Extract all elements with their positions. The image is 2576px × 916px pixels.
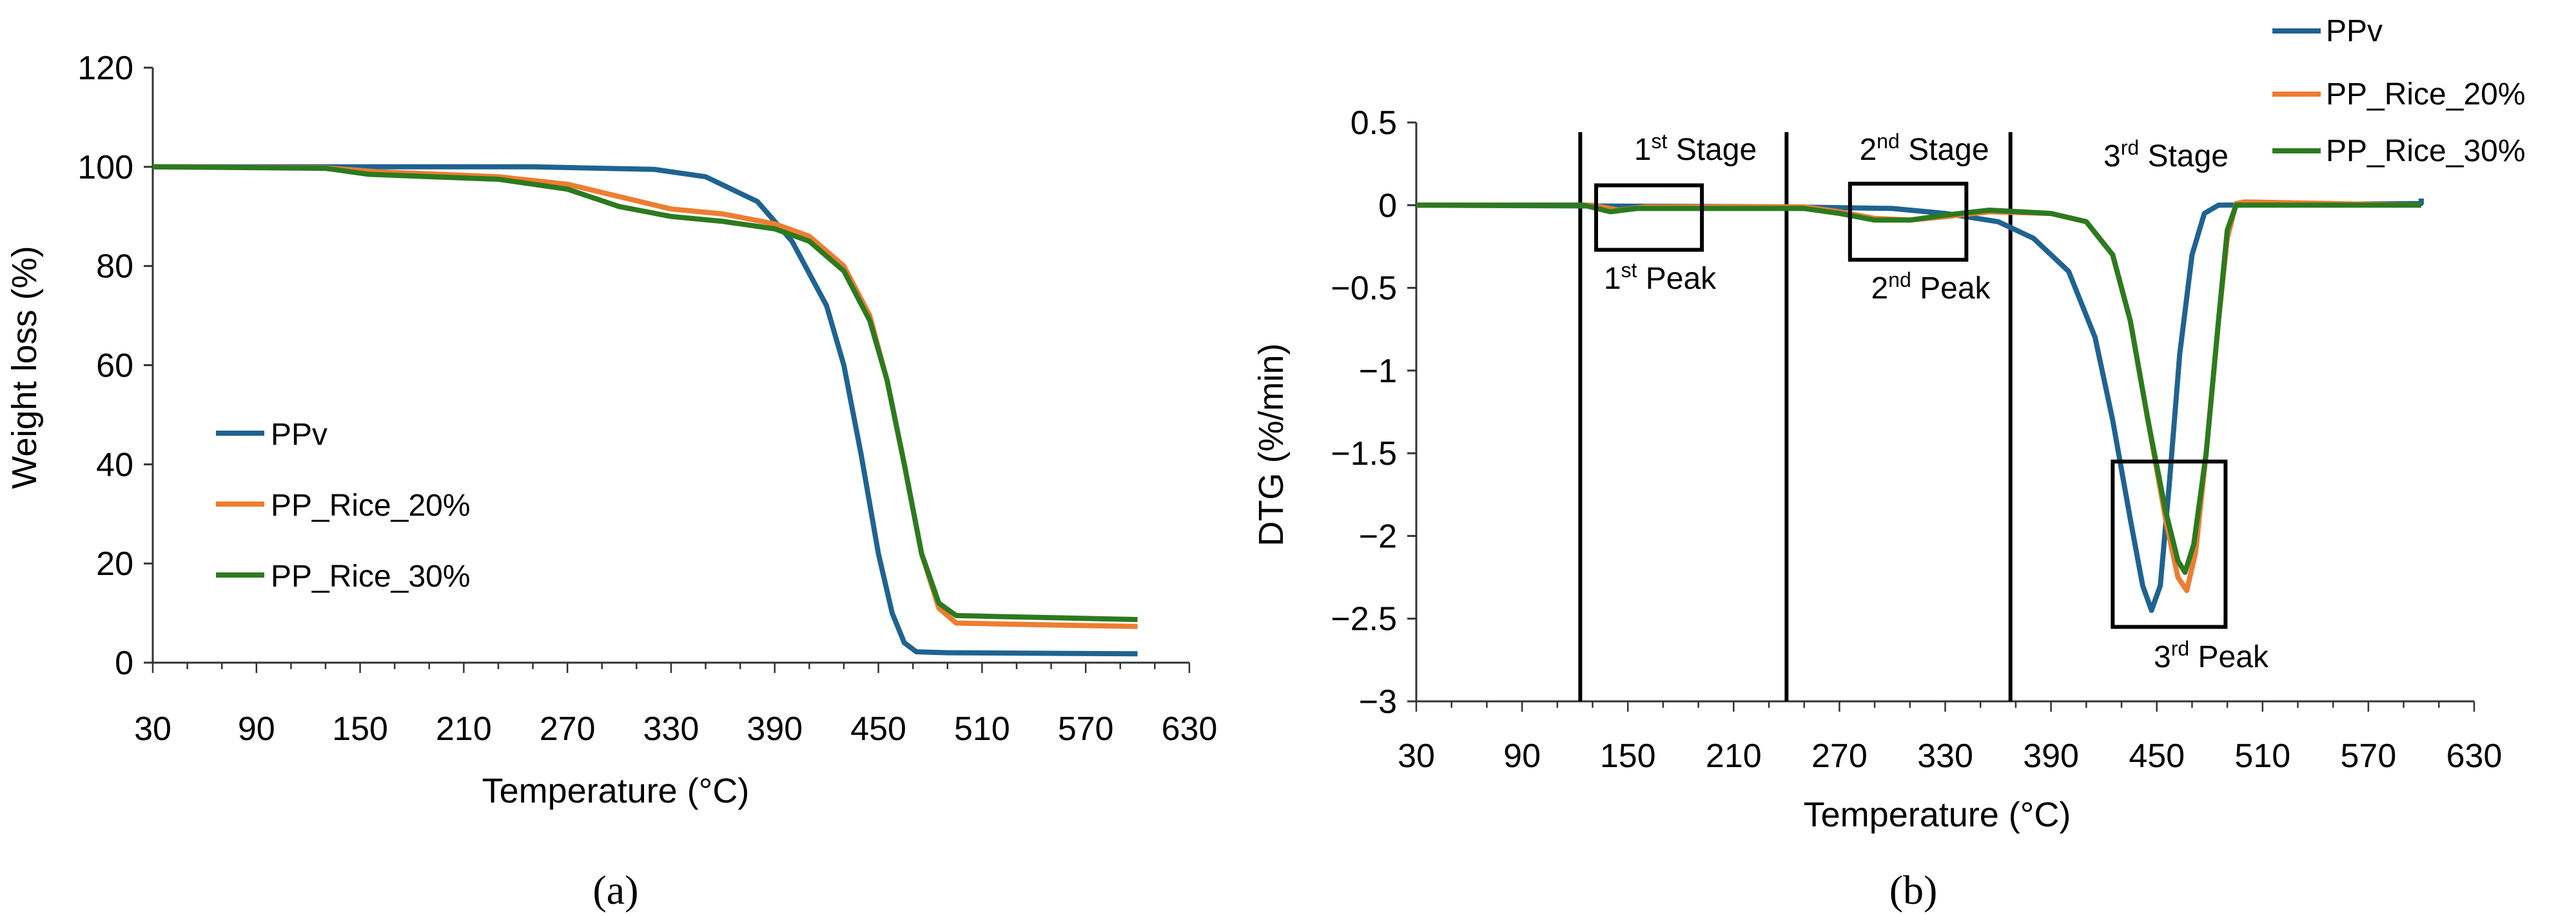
x-tick-label: 450 (2129, 737, 2185, 775)
x-tick-label: 510 (954, 710, 1010, 748)
y-tick-label: −3 (1359, 683, 1397, 721)
series-line-pp-rice-30 (152, 164, 1138, 623)
x-tick-label: 30 (134, 710, 171, 748)
peak-box-1 (1594, 183, 1704, 252)
x-tick-label: 510 (2234, 737, 2290, 775)
y-tick-label: 0 (115, 645, 133, 682)
y-tick-label: −1 (1359, 353, 1397, 390)
peak-2-label: 2nd Peak (1871, 268, 1991, 306)
y-tick-label: −0.5 (1331, 270, 1397, 307)
x-tick-label: 90 (238, 710, 275, 748)
x-tick-label: 210 (436, 710, 492, 748)
series-group-a (152, 164, 1138, 657)
x-tick-label: 570 (2341, 737, 2397, 775)
chart-panel-a: 0 20 40 60 80 100 120 30 90 150 210 270 330 390 450 51… (5, 50, 1217, 913)
panel-label-a: (a) (592, 867, 638, 913)
y-axis-label-b: DTG (%/min) (1252, 344, 1291, 547)
x-tick-label: 450 (850, 710, 906, 748)
legend-label-ppv-a: PPv (271, 418, 327, 452)
series-line-ppv (153, 164, 1138, 657)
x-tick-label: 150 (1600, 737, 1656, 775)
x-axis-label-b: Temperature (°C) (1804, 795, 2071, 834)
x-tick-label: 210 (1706, 737, 1762, 775)
y-tick-label: −2 (1359, 518, 1397, 555)
y-tick-label: 0 (1378, 187, 1397, 224)
x-tick-label: 630 (2446, 737, 2503, 775)
y-tick-label: 20 (96, 545, 133, 583)
x-tick-label: 330 (643, 710, 699, 748)
x-tick-label: 330 (1917, 737, 1973, 775)
x-tick-label: 90 (1503, 737, 1541, 775)
series-line-pp-rice-30 (1416, 202, 2421, 575)
x-tick-label: 630 (1162, 710, 1218, 748)
x-tick-label: 390 (746, 710, 803, 748)
y-tick-labels-b: 0.5 0 −0.5 −1 −1.5 −2 −2.5 −3 (1331, 104, 1397, 721)
y-tick-label: 0.5 (1351, 104, 1397, 142)
x-tick-labels-b: 30 90 150 210 270 330 390 450 510 570 630 (1398, 737, 2502, 775)
x-tick-label: 390 (2023, 737, 2079, 775)
legend-label-pp-rice-30-a: PP_Rice_30% (271, 560, 471, 594)
series-group-b (1416, 199, 2424, 613)
x-tick-label: 270 (540, 710, 596, 748)
y-tick-label: −2.5 (1331, 601, 1397, 638)
axes-b (1407, 121, 2475, 712)
peak-boxes (1594, 181, 2228, 629)
y-axis-label-a: Weight loss (%) (5, 246, 44, 489)
legend-label-ppv-b: PPv (2326, 14, 2383, 48)
y-tick-label: −1.5 (1331, 435, 1397, 473)
stage-3-label: 3rd Stage (2103, 136, 2229, 173)
legend-label-pp-rice-20-a: PP_Rice_20% (271, 489, 471, 523)
stage-1-label: 1st Stage (1634, 130, 1757, 167)
peak-box-3 (2111, 459, 2228, 629)
y-tick-labels-a: 0 20 40 60 80 100 120 (77, 50, 133, 682)
x-tick-labels-a: 30 90 150 210 270 330 390 450 510 570 630 (134, 710, 1217, 748)
chart-panel-b: 0.50−0.5−1−1.5−2−2.5−3 30 90 150 210 270 330 3… (1252, 14, 2526, 913)
peak-box-2 (1848, 181, 1969, 262)
x-tick-label: 570 (1058, 710, 1114, 748)
y-tick-label: 40 (96, 446, 133, 483)
y-tick-label: 80 (96, 248, 133, 286)
x-tick-label: 30 (1398, 737, 1435, 775)
x-tick-label: 150 (332, 710, 388, 748)
series-line-pp-rice-20 (152, 164, 1138, 629)
panel-label-b: (b) (1889, 867, 1938, 913)
y-tick-label: 100 (77, 149, 133, 186)
y-tick-label: 120 (77, 50, 133, 87)
y-tick-label: 60 (96, 347, 133, 385)
stage-2-label: 2nd Stage (1859, 130, 1989, 167)
legend-a: PPv PP_Rice_20% PP_Rice_30% (216, 418, 471, 594)
legend-b: PPv PP_Rice_20% PP_Rice_30% (2272, 14, 2526, 168)
legend-label-pp-rice-30-b: PP_Rice_30% (2326, 134, 2526, 168)
x-tick-label: 270 (1811, 737, 1868, 775)
peak-3-label: 3rd Peak (2154, 637, 2269, 674)
legend-label-pp-rice-20-b: PP_Rice_20% (2326, 77, 2526, 112)
peak-1-label: 1st Peak (1604, 258, 1717, 296)
x-axis-label-a: Temperature (°C) (482, 772, 750, 810)
